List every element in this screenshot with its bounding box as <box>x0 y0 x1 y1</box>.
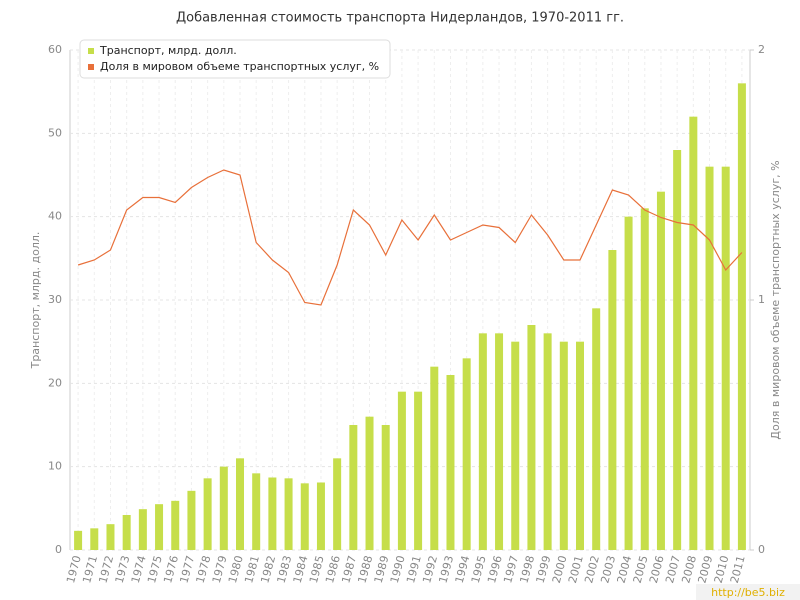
y-tick-label: 0 <box>55 543 62 556</box>
bar <box>430 366 439 550</box>
legend-label: Транспорт, млрд. долл. <box>99 44 237 57</box>
bar <box>236 458 244 550</box>
y-tick-label: 40 <box>48 210 62 223</box>
bar <box>187 490 196 550</box>
bar <box>624 216 633 550</box>
bar <box>495 333 504 550</box>
bar <box>74 530 83 550</box>
bar <box>365 416 374 550</box>
legend-label: Доля в мировом объеме транспортных услуг… <box>100 60 379 73</box>
y-tick-label: 50 <box>48 126 62 139</box>
bar <box>478 333 487 550</box>
bar <box>737 83 746 550</box>
y2-tick-label: 0 <box>758 543 765 556</box>
bar <box>414 391 423 550</box>
chart-title: Добавленная стоимость транспорта Нидерла… <box>176 11 624 26</box>
bar <box>349 425 358 550</box>
bar <box>608 250 617 550</box>
bar <box>511 341 520 550</box>
bar <box>268 477 277 550</box>
bar <box>446 375 455 550</box>
bar <box>462 358 471 550</box>
bar <box>381 425 390 550</box>
bar <box>656 191 665 550</box>
y2-tick-label: 2 <box>758 43 765 56</box>
y2-axis-label: Доля в мировом объеме транспортных услуг… <box>769 160 782 439</box>
bar <box>203 478 212 550</box>
bar <box>155 504 164 550</box>
bar <box>252 473 261 550</box>
y2-tick-label: 1 <box>758 293 765 306</box>
line <box>77 169 743 306</box>
bar <box>689 116 698 551</box>
bar <box>333 458 342 550</box>
legend-box <box>79 39 391 79</box>
y-tick-label: 20 <box>48 376 62 389</box>
bar <box>284 478 293 550</box>
bar <box>138 509 147 550</box>
bar <box>219 466 228 550</box>
y-tick-label: 10 <box>48 460 62 473</box>
bar <box>90 528 99 550</box>
y-axis-label: Транспорт, млрд. долл. <box>29 232 42 370</box>
bar <box>397 391 406 550</box>
bar <box>171 500 180 550</box>
bar <box>673 150 682 550</box>
bar <box>527 325 536 550</box>
bar <box>300 483 309 550</box>
bar <box>576 341 584 550</box>
y-tick-label: 60 <box>48 43 62 56</box>
bar <box>640 208 649 551</box>
bar <box>721 166 730 550</box>
legend-swatch <box>88 64 94 70</box>
bar <box>592 308 601 550</box>
bar <box>316 482 325 550</box>
bar <box>122 515 131 550</box>
watermark-box <box>696 584 800 600</box>
watermark: http://be5.biz <box>711 586 785 599</box>
legend-swatch <box>88 48 94 54</box>
bar <box>106 524 115 550</box>
bar <box>559 341 568 550</box>
bar <box>543 333 552 550</box>
y-tick-label: 30 <box>48 293 62 306</box>
bar <box>705 166 714 550</box>
